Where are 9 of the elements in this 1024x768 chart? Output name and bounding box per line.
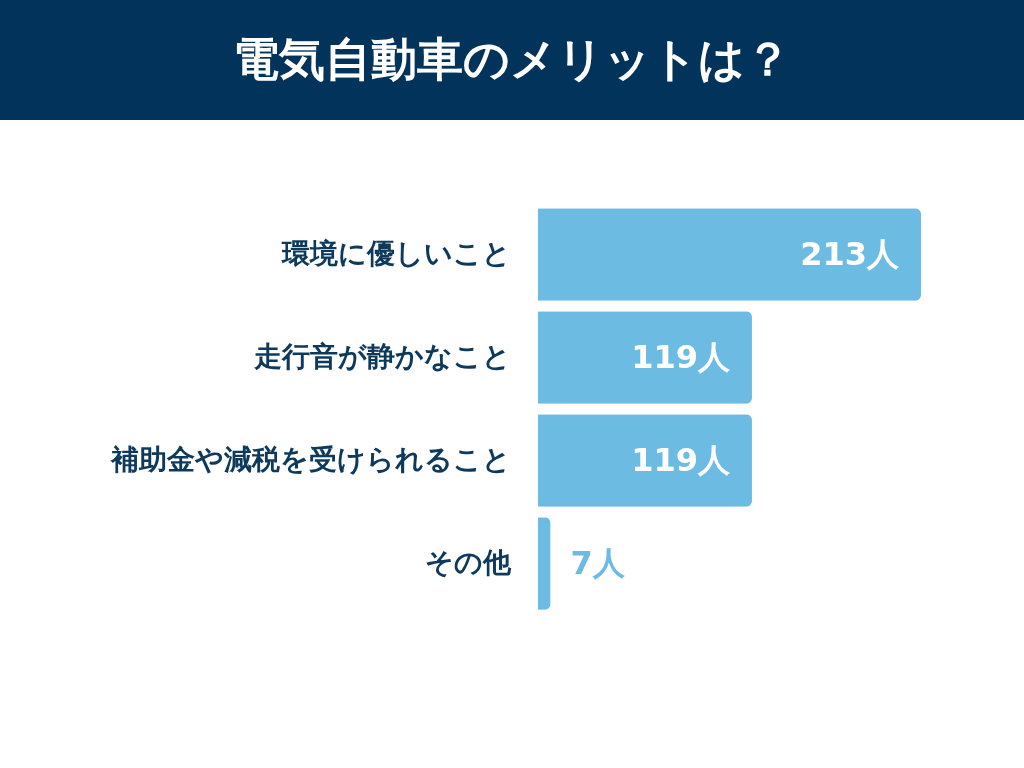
data-label: 119人 <box>631 440 731 479</box>
y-tick-label: その他 <box>424 545 512 579</box>
data-label: 7人 <box>570 543 626 582</box>
data-label: 213人 <box>800 234 900 273</box>
y-tick-label: 補助金や減税を受けられること <box>109 442 511 476</box>
y-tick-label: 環境に優しいこと <box>280 236 511 270</box>
y-tick-label: 走行音が静かなこと <box>252 339 511 373</box>
data-label: 119人 <box>631 337 731 376</box>
chart-title: 電気自動車のメリットは？ <box>0 0 1024 120</box>
